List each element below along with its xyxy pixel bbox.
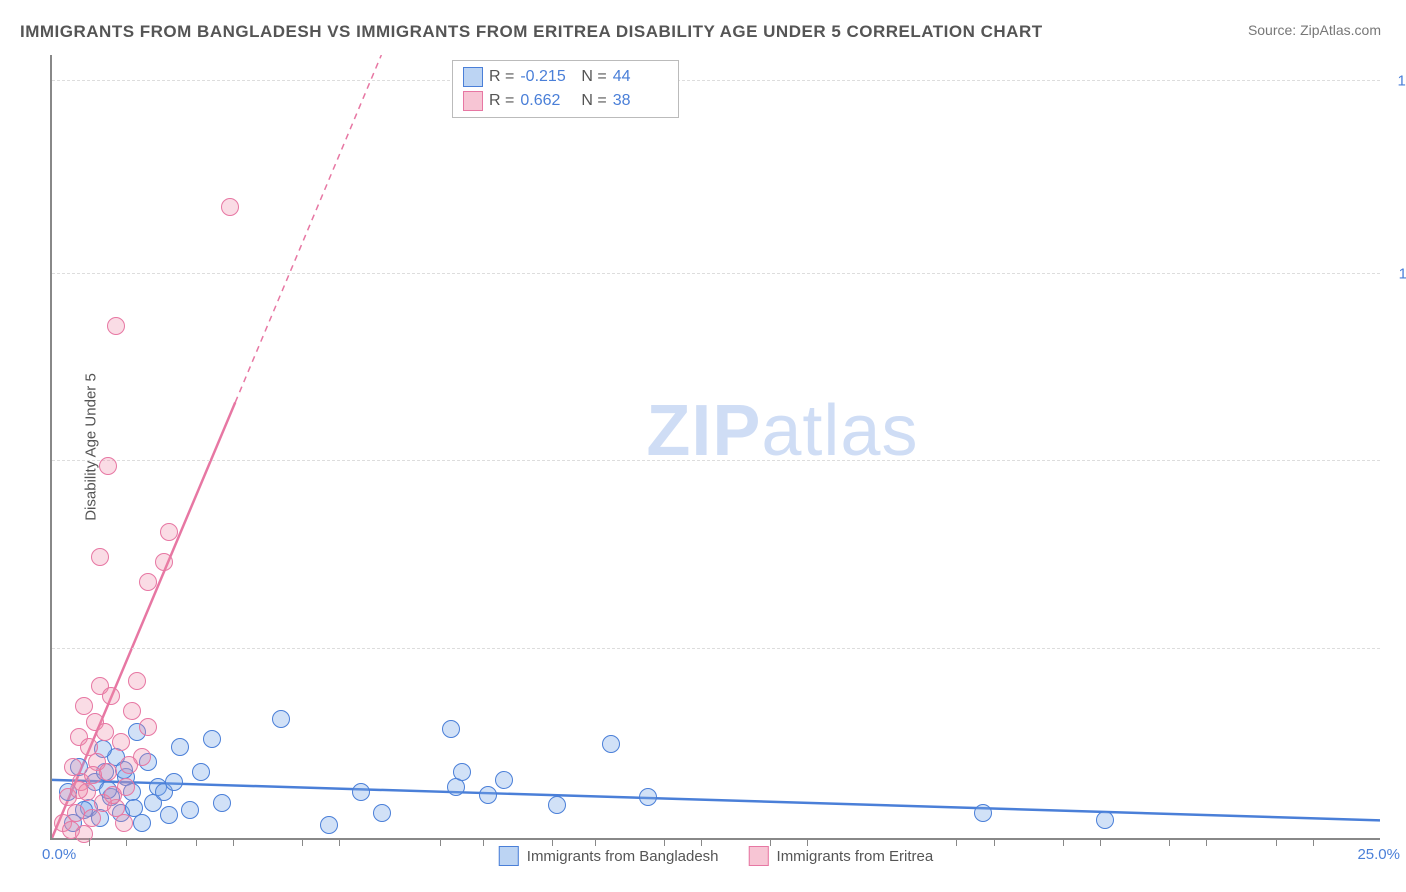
x-tick: [1063, 838, 1064, 846]
watermark-rest: atlas: [761, 391, 918, 471]
x-tick: [126, 838, 127, 846]
swatch-pink-icon: [463, 91, 483, 111]
data-point: [479, 786, 497, 804]
data-point: [83, 809, 101, 827]
data-point: [115, 814, 133, 832]
data-point: [272, 710, 290, 728]
x-tick: [339, 838, 340, 846]
data-point: [453, 763, 471, 781]
data-point: [171, 738, 189, 756]
legend-r-label: R =: [489, 65, 514, 89]
legend-pink-r: 0.662: [520, 89, 575, 113]
x-tick: [302, 838, 303, 846]
legend-row-pink: R = 0.662 N = 38: [463, 89, 668, 113]
data-point: [548, 796, 566, 814]
x-tick: [1276, 838, 1277, 846]
x-tick: [89, 838, 90, 846]
data-point: [128, 672, 146, 690]
legend-item-pink: Immigrants from Eritrea: [749, 846, 934, 866]
data-point: [213, 794, 231, 812]
x-tick: [552, 838, 553, 846]
legend-blue-name: Immigrants from Bangladesh: [527, 848, 719, 865]
data-point: [165, 773, 183, 791]
x-tick: [807, 838, 808, 846]
data-point: [84, 766, 102, 784]
x-tick: [664, 838, 665, 846]
data-point: [160, 806, 178, 824]
legend-item-blue: Immigrants from Bangladesh: [499, 846, 719, 866]
x-tick: [956, 838, 957, 846]
gridline: 11.2%: [52, 273, 1380, 274]
data-point: [120, 756, 138, 774]
data-point: [181, 801, 199, 819]
swatch-blue-icon: [463, 67, 483, 87]
data-point: [495, 771, 513, 789]
legend-n-label: N =: [581, 65, 606, 89]
swatch-blue-icon: [499, 846, 519, 866]
x-tick: [440, 838, 441, 846]
x-tick: [1100, 838, 1101, 846]
data-point: [373, 804, 391, 822]
legend-n-label: N =: [581, 89, 606, 113]
y-tick-label: 11.2%: [1390, 265, 1406, 282]
x-tick: [233, 838, 234, 846]
data-point: [1096, 811, 1114, 829]
data-point: [91, 548, 109, 566]
data-point: [221, 198, 239, 216]
data-point: [639, 788, 657, 806]
data-point: [70, 781, 88, 799]
legend-r-label: R =: [489, 89, 514, 113]
gridline: 15.0%: [52, 80, 1380, 81]
chart-plot-area: Disability Age Under 5 ZIPatlas 3.8% 7.5%…: [50, 55, 1380, 840]
gridline: 7.5%: [52, 460, 1380, 461]
x-tick: [196, 838, 197, 846]
data-point: [104, 786, 122, 804]
data-point: [96, 723, 114, 741]
data-point: [123, 702, 141, 720]
x-origin-label: 0.0%: [42, 846, 76, 863]
x-tick: [1313, 838, 1314, 846]
x-tick: [483, 838, 484, 846]
x-tick: [701, 838, 702, 846]
watermark-bold: ZIP: [646, 391, 761, 471]
x-tick: [595, 838, 596, 846]
legend-blue-r: -0.215: [520, 65, 575, 89]
data-point: [352, 783, 370, 801]
data-point: [442, 720, 460, 738]
legend-pink-name: Immigrants from Eritrea: [777, 848, 934, 865]
data-point: [160, 523, 178, 541]
legend-pink-n: 38: [613, 89, 668, 113]
legend-row-blue: R = -0.215 N = 44: [463, 65, 668, 89]
data-point: [974, 804, 992, 822]
source-attribution: Source: ZipAtlas.com: [1248, 22, 1381, 38]
swatch-pink-icon: [749, 846, 769, 866]
data-point: [99, 457, 117, 475]
series-legend: Immigrants from Bangladesh Immigrants fr…: [499, 846, 933, 866]
data-point: [203, 730, 221, 748]
data-point: [602, 735, 620, 753]
x-tick: [1169, 838, 1170, 846]
data-point: [320, 816, 338, 834]
data-point: [192, 763, 210, 781]
chart-title: IMMIGRANTS FROM BANGLADESH VS IMMIGRANTS…: [20, 22, 1043, 42]
trend-lines-layer: [52, 55, 1380, 838]
y-tick-label: 15.0%: [1390, 73, 1406, 90]
data-point: [139, 573, 157, 591]
x-tick: [1206, 838, 1207, 846]
y-tick-label: 3.8%: [1390, 640, 1406, 657]
y-axis-label: Disability Age Under 5: [82, 373, 99, 521]
data-point: [112, 733, 130, 751]
y-tick-label: 7.5%: [1390, 453, 1406, 470]
gridline: 3.8%: [52, 648, 1380, 649]
data-point: [133, 814, 151, 832]
data-point: [102, 687, 120, 705]
legend-blue-n: 44: [613, 65, 668, 89]
x-tick: [994, 838, 995, 846]
data-point: [139, 718, 157, 736]
data-point: [107, 317, 125, 335]
correlation-legend: R = -0.215 N = 44 R = 0.662 N = 38: [452, 60, 679, 118]
x-tick: [770, 838, 771, 846]
x-end-label: 25.0%: [1357, 846, 1400, 863]
data-point: [155, 553, 173, 571]
